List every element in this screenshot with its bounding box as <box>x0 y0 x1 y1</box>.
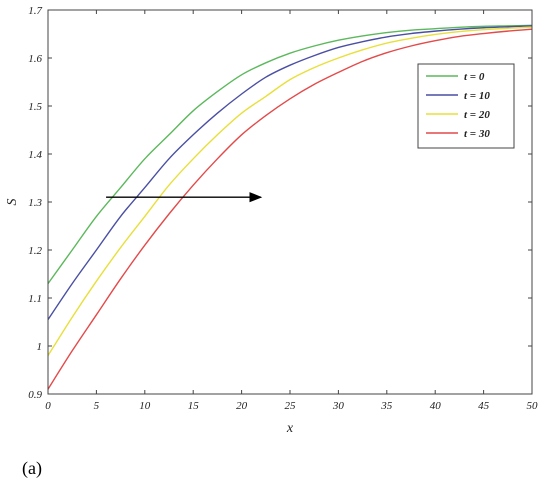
y-tick-label: 1 <box>37 341 43 353</box>
legend-entry-3: t = 30 <box>464 128 490 140</box>
x-tick-label: 15 <box>188 400 200 412</box>
legend-entry-2: t = 20 <box>464 109 490 121</box>
y-tick-label: 1.4 <box>28 149 42 161</box>
legend-entry-1: t = 10 <box>464 90 490 102</box>
x-tick-label: 40 <box>430 400 442 412</box>
x-tick-label: 30 <box>332 400 345 412</box>
x-tick-label: 50 <box>527 400 539 412</box>
series-layer <box>47 24 533 390</box>
x-tick-label: 10 <box>139 400 151 412</box>
x-tick-label: 0 <box>45 400 51 412</box>
series-line-1 <box>47 25 533 320</box>
series-line-0 <box>47 24 533 285</box>
x-tick-label: 45 <box>478 400 490 412</box>
legend-box <box>417 63 515 149</box>
y-axis-label: S <box>5 199 20 206</box>
y-tick-label: 1.3 <box>28 197 42 209</box>
y-tick-label: 1.7 <box>28 5 42 17</box>
legend-entry-0: t = 0 <box>464 71 485 83</box>
ticks-layer: 0 5 10 15 20 25 30 35 40 45 50 0.9 1 1.1 1.2 1.3 1.4 1.5 1… <box>28 5 538 412</box>
series-line-3 <box>47 28 533 390</box>
legend: t = 0 t = 10 t = 20 t = 30 <box>417 63 515 149</box>
y-tick-label: 1.1 <box>28 293 42 305</box>
x-tick-label: 20 <box>236 400 248 412</box>
x-tick-label: 5 <box>94 400 100 412</box>
y-tick-label: 1.5 <box>28 101 42 113</box>
series-line-2 <box>47 26 533 356</box>
y-tick-label: 1.2 <box>28 245 42 257</box>
panel-label: (a) <box>22 458 42 478</box>
x-tick-label: 35 <box>380 400 393 412</box>
x-axis-label: x <box>286 421 294 436</box>
y-tick-label: 1.6 <box>28 53 42 65</box>
x-tick-label: 25 <box>285 400 297 412</box>
y-tick-label: 0.9 <box>28 389 42 401</box>
